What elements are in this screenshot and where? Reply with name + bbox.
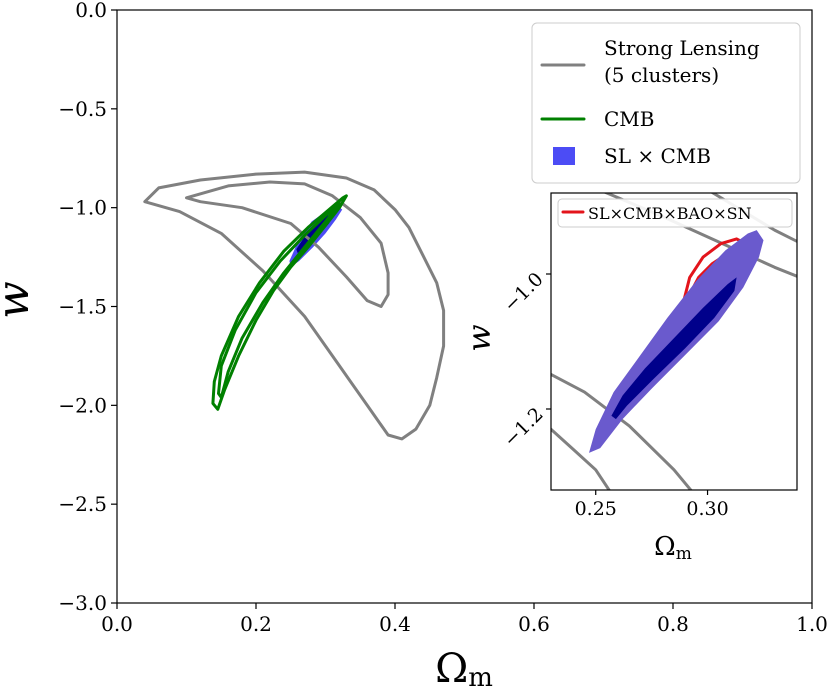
inset-x-tick-label: 0.30	[686, 498, 728, 520]
main-x-tick-label: 0.4	[379, 612, 411, 636]
inset-y-axis-label: w	[460, 324, 498, 351]
main-x-axis-label: Ωm	[435, 646, 493, 693]
main-legend-box	[531, 22, 801, 184]
main-y-tick-label: −2.5	[58, 492, 107, 516]
main-x-tick-label: 0.8	[657, 612, 689, 636]
main-x-tick-label: 0.2	[240, 612, 272, 636]
main-y-tick-label: 0.0	[75, 0, 107, 22]
inset-series-strong-lensing-arc-3	[551, 372, 693, 490]
main-y-axis-ticks: 0.0 −0.5 −1.0 −1.5 −2.0 −2.5 −3.0	[58, 0, 117, 615]
main-x-tick-label: 0.6	[518, 612, 550, 636]
inset-x-axis-ticks: 0.25 0.30	[575, 490, 729, 520]
main-y-tick-label: −3.0	[58, 591, 107, 615]
inset-series-strong-lensing-arc-4	[551, 427, 611, 490]
main-series-cmb-outer	[211, 194, 348, 411]
inset-series-sl-cmb-68	[611, 277, 737, 420]
main-y-tick-label: −1.5	[58, 295, 107, 319]
legend-strong-lensing-label-line-1: Strong Lensing	[604, 36, 760, 60]
main-x-axis-symbol: Ω	[435, 646, 468, 692]
inset-contours	[551, 193, 797, 490]
main-series-strong-lensing-5-clusters-outer	[143, 170, 446, 441]
main-y-tick-label: −0.5	[58, 97, 107, 121]
inset-plot-frame	[550, 192, 798, 491]
main-x-axis-ticks: 0.0 0.2 0.4 0.6 0.8 1.0	[101, 603, 828, 636]
inset-x-tick-label: 0.25	[575, 498, 617, 520]
legend-strong-lensing-label-line-2: (5 clusters)	[604, 63, 719, 87]
main-series-strong-lensing-5-clusters-inner	[185, 180, 390, 308]
legend-sl-cmb-label: SL × CMB	[604, 144, 711, 168]
main-y-tick-label: −1.0	[58, 196, 107, 220]
main-y-tick-label: −2.0	[58, 393, 107, 417]
legend-sl-cmb-swatch	[553, 147, 575, 165]
main-series-cmb-inner	[217, 202, 341, 399]
inset-x-axis-symbol: Ω	[654, 532, 676, 562]
inset-x-axis-subscript: m	[676, 544, 692, 564]
inset-legend: SL×CMB×BAO×SN	[557, 198, 793, 228]
main-x-axis-subscript: m	[468, 663, 493, 693]
main-x-tick-label: 0.0	[101, 612, 133, 636]
legend-cmb-label: CMB	[604, 107, 654, 131]
main-contours	[143, 170, 446, 441]
main-x-tick-label: 1.0	[796, 612, 828, 636]
legend-sl-cmb-bao-sn-label: SL×CMB×BAO×SN	[588, 204, 752, 223]
main-legend: Strong Lensing (5 clusters) CMB SL × CMB	[531, 22, 801, 184]
inset-panel: 0.25 0.30 −1.0−1.2 Ωm w SL×CMB×BAO×SN	[460, 192, 798, 564]
inset-x-axis-label: Ωm	[654, 532, 692, 564]
main-y-axis-label: w	[0, 281, 39, 319]
inset-legend-box	[557, 198, 793, 228]
